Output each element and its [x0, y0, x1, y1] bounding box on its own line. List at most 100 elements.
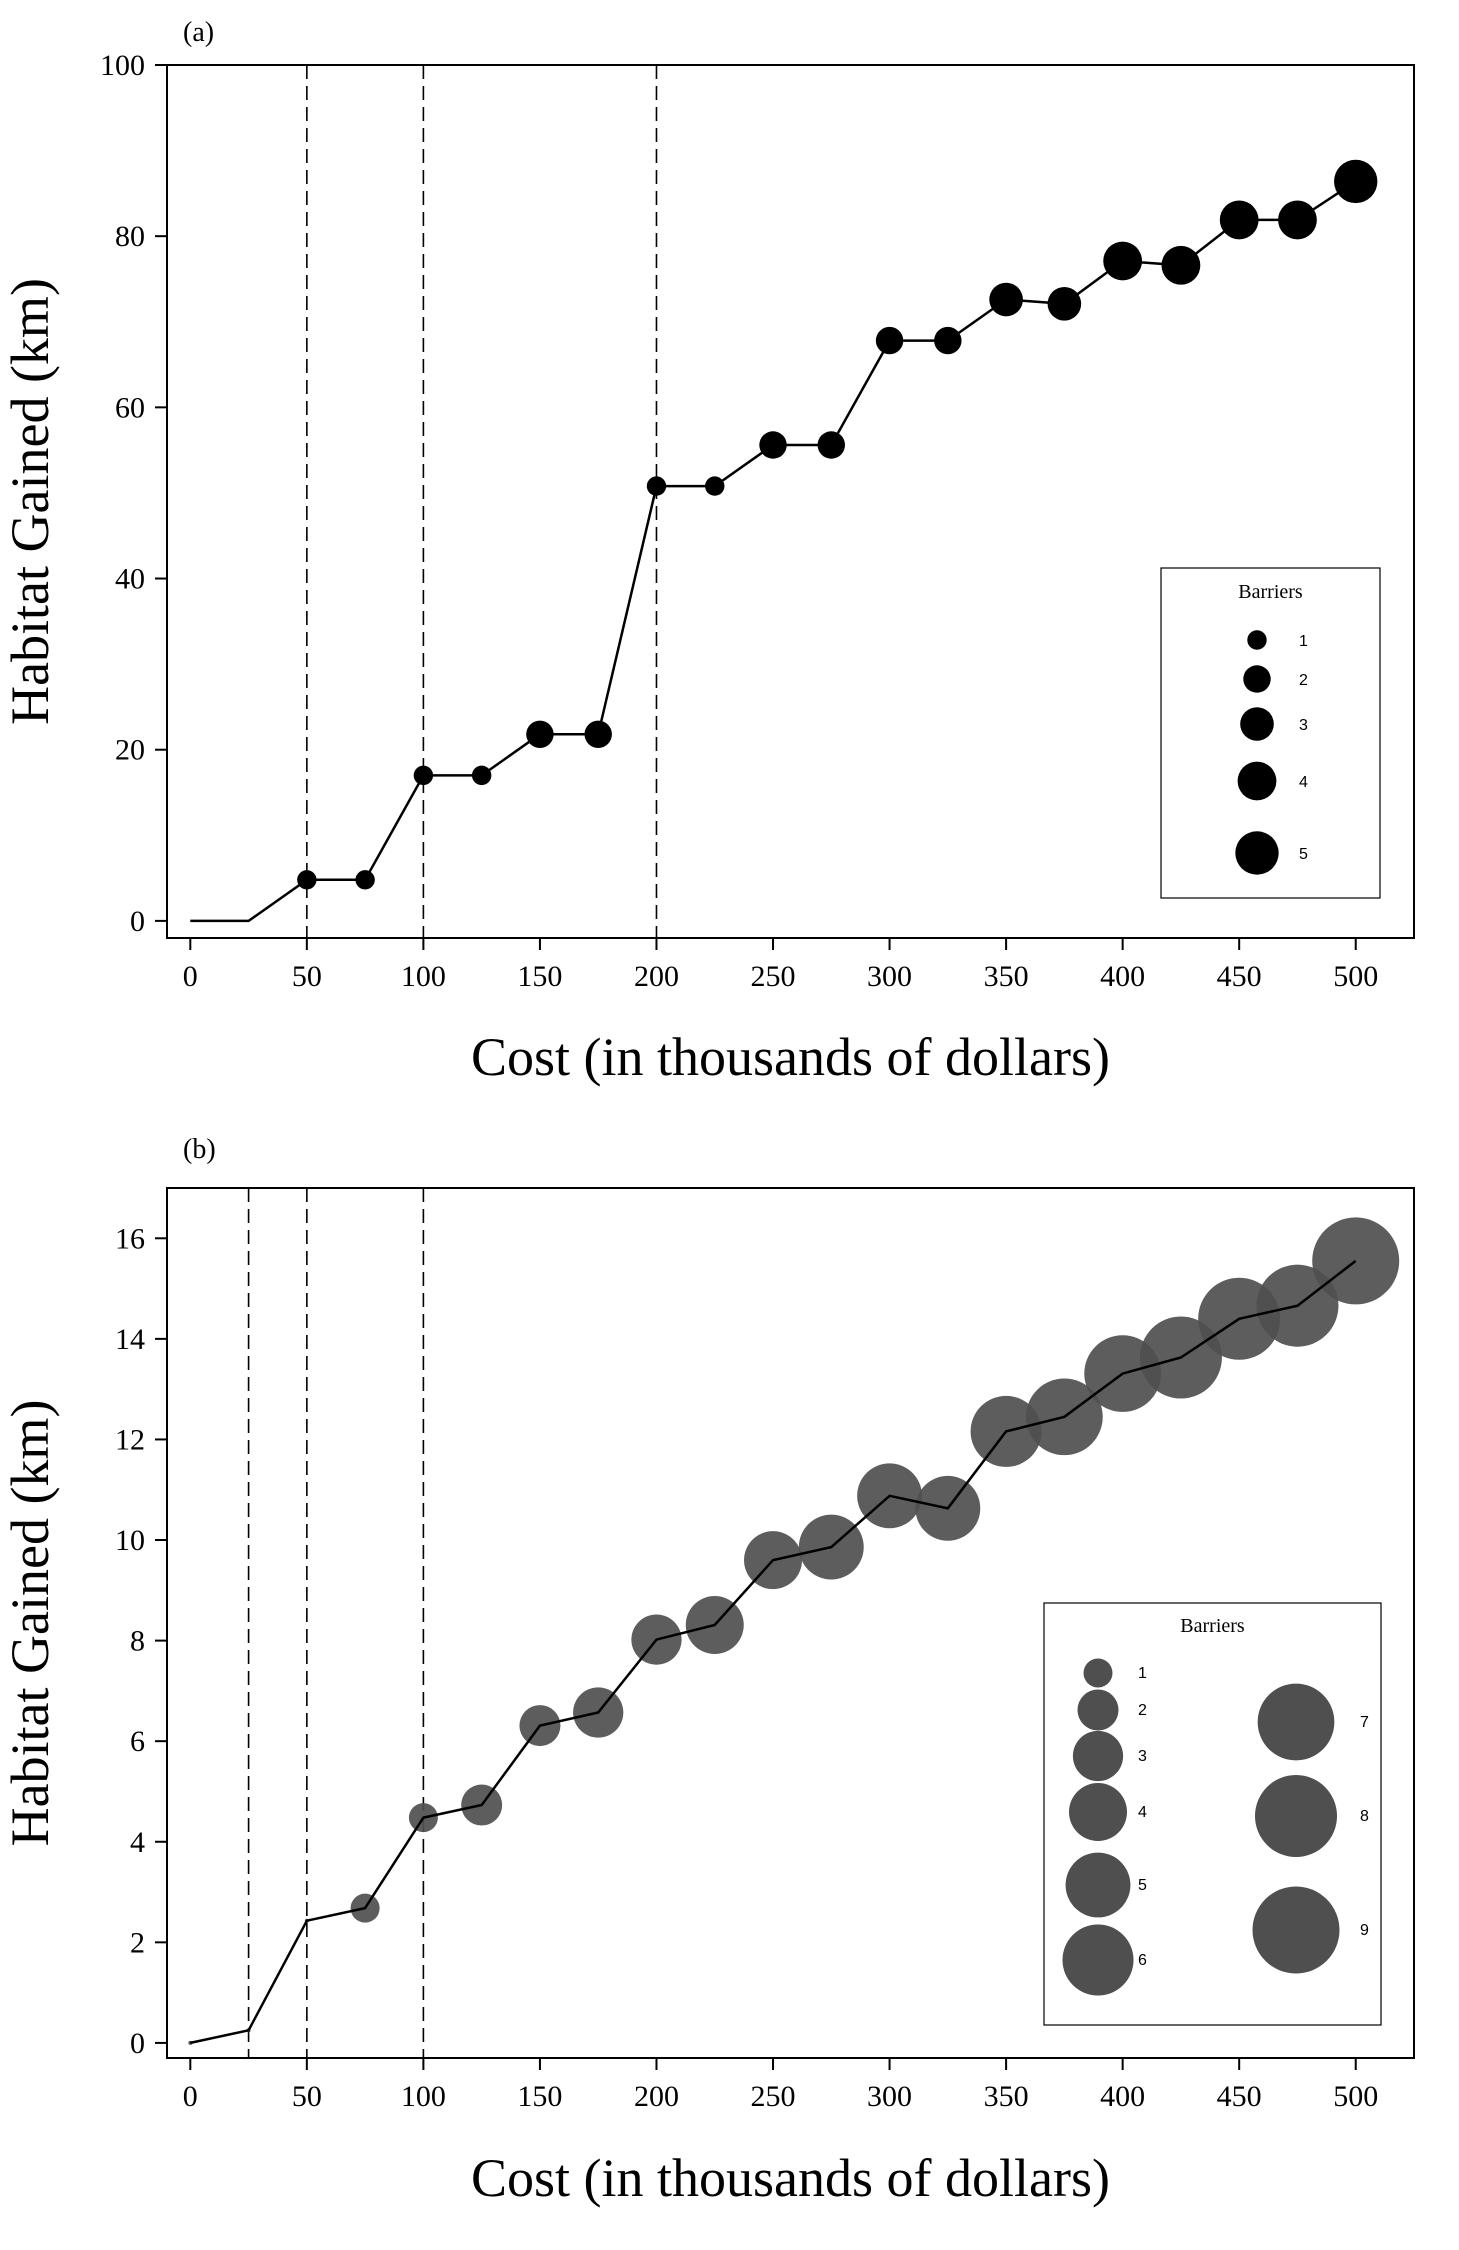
legend-marker [1247, 630, 1267, 650]
legend-entry-label: 5 [1299, 846, 1308, 863]
panel-a: (a) 0 50 100 150 200 250 300 350 400 450 500 0 20 40 60… [0, 17, 1415, 1087]
x-tick-label: 100 [401, 2080, 446, 2113]
x-tick-label: 100 [401, 960, 446, 993]
data-point [1103, 241, 1143, 281]
series-line [190, 1259, 1357, 2045]
data-point [1312, 1217, 1400, 1305]
data-point [1047, 286, 1082, 321]
data-point [759, 431, 787, 459]
y-tick-label: 14 [115, 1323, 145, 1356]
legend-marker [1062, 1924, 1134, 1996]
y-axis-label: Habitat Gained (km) [0, 278, 60, 725]
legend-marker [1083, 1658, 1113, 1688]
x-tick-label: 0 [183, 960, 198, 993]
x-tick-label: 500 [1333, 2080, 1378, 2113]
legend-entry-label: 1 [1299, 633, 1308, 650]
y-tick-label: 2 [130, 1926, 145, 1959]
x-axis-label: Cost (in thousands of dollars) [471, 1027, 1110, 1087]
x-tick-label: 200 [634, 960, 679, 993]
legend-marker [1235, 831, 1279, 875]
panel-label: (b) [183, 1134, 216, 1165]
legend-entry-label: 6 [1138, 1952, 1147, 1969]
data-point [989, 282, 1023, 317]
x-tick-label: 350 [984, 960, 1029, 993]
plot-frame [166, 1187, 1415, 2059]
legend-entry-label: 3 [1138, 1748, 1147, 1765]
data-point [584, 720, 612, 749]
panel-b: (b) 0 50 100 150 200 250 300 350 400 450 500 0 2 4 6 8 10… [0, 1134, 1415, 2208]
legend-entry-label: 4 [1138, 1804, 1147, 1821]
data-point [875, 326, 904, 355]
legend-marker [1072, 1730, 1124, 1782]
y-tick-label: 20 [115, 734, 145, 767]
x-tick-label: 250 [751, 2080, 796, 2113]
legend-marker [1243, 665, 1271, 693]
legend-entry-label: 3 [1299, 717, 1308, 734]
y-tick-label: 4 [130, 1826, 145, 1859]
x-tick-label: 150 [517, 2080, 562, 2113]
x-tick-label: 250 [751, 960, 796, 993]
x-tick-label: 50 [292, 960, 322, 993]
x-tick-label: 300 [867, 960, 912, 993]
legend-entry-label: 8 [1360, 1808, 1369, 1825]
y-tick-label: 0 [130, 2027, 145, 2060]
data-point [705, 476, 725, 496]
legend-entry-label: 2 [1299, 672, 1308, 689]
panel-label: (a) [183, 17, 214, 48]
legend-entry-label: 1 [1138, 1665, 1147, 1682]
legend-entry-label: 4 [1299, 774, 1308, 791]
legend-marker [1069, 1783, 1127, 1841]
data-point [1219, 200, 1259, 240]
data-point [1278, 200, 1317, 240]
y-tick-label: 60 [115, 391, 145, 424]
y-tick-label: 0 [130, 905, 145, 938]
legend-entry-label: 2 [1138, 1702, 1147, 1719]
x-tick-label: 350 [984, 2080, 1029, 2113]
x-tick-label: 200 [634, 2080, 679, 2113]
y-tick-label: 10 [115, 1524, 145, 1557]
y-tick-label: 40 [115, 563, 145, 596]
x-tick-label: 150 [517, 960, 562, 993]
legend-marker [1237, 761, 1277, 801]
y-tick-label: 8 [130, 1625, 145, 1658]
data-point [526, 720, 554, 749]
data-point [934, 326, 962, 355]
legend-title: Barriers [1180, 1615, 1245, 1637]
y-tick-label: 100 [100, 49, 145, 82]
legend-marker [1077, 1689, 1119, 1731]
x-tick-label: 450 [1217, 2080, 1262, 2113]
legend-entry-label: 5 [1138, 1877, 1147, 1894]
data-point [355, 870, 375, 890]
data-point [1161, 245, 1201, 285]
data-point [297, 870, 317, 890]
legend-marker [1252, 1886, 1340, 1974]
legend-entry-label: 7 [1360, 1714, 1369, 1731]
data-point [646, 476, 667, 496]
legend-marker [1065, 1852, 1131, 1918]
data-point [1334, 159, 1378, 204]
legend: Barriers 1 2 3 4 5 [1160, 567, 1381, 899]
x-tick-label: 0 [183, 2080, 198, 2113]
x-tick-label: 500 [1333, 960, 1378, 993]
x-tick-label: 300 [867, 2080, 912, 2113]
x-tick-label: 400 [1100, 2080, 1145, 2113]
y-axis-label: Habitat Gained (km) [0, 1400, 60, 1847]
x-tick-label: 450 [1217, 960, 1262, 993]
y-tick-label: 80 [115, 220, 145, 253]
y-tick-label: 6 [130, 1725, 145, 1758]
data-point [471, 765, 492, 786]
data-point [413, 765, 434, 786]
data-point [817, 431, 846, 459]
y-tick-label: 16 [115, 1222, 145, 1255]
legend: Barriers 1 2 3 4 5 6 7 8 9 [1043, 1602, 1382, 2026]
x-tick-label: 400 [1100, 960, 1145, 993]
legend-title: Barriers [1238, 581, 1303, 603]
legend-marker [1254, 1774, 1338, 1858]
y-tick-label: 12 [115, 1423, 145, 1456]
legend-marker [1240, 707, 1274, 741]
x-tick-label: 50 [292, 2080, 322, 2113]
x-axis-label: Cost (in thousands of dollars) [471, 2148, 1110, 2208]
plot-frame [166, 64, 1415, 939]
legend-marker [1257, 1683, 1335, 1761]
